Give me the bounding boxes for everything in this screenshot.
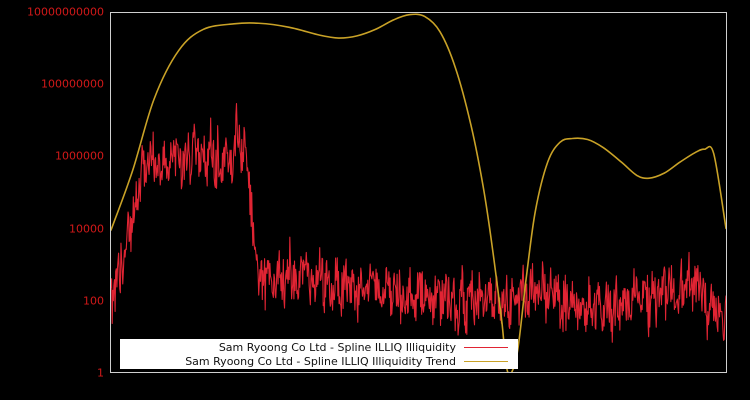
legend-label-trend: Sam Ryoong Co Ltd - Spline ILLIQ Illiqui… xyxy=(185,354,456,368)
legend-item-trend[interactable]: Sam Ryoong Co Ltd - Spline ILLIQ Illiqui… xyxy=(120,354,518,368)
series-trend-line xyxy=(111,13,726,372)
legend-swatch-trend xyxy=(464,360,508,362)
y-tick-label: 1000000 xyxy=(55,149,104,163)
y-tick-label: 10000000000 xyxy=(27,5,104,19)
y-tick-label: 100 xyxy=(83,294,104,308)
legend-swatch-illiq xyxy=(464,346,508,348)
y-axis-tick-labels: 10000000000 100000000 1000000 10000 100 1 xyxy=(0,0,104,400)
legend-item-illiq[interactable]: Sam Ryoong Co Ltd - Spline ILLIQ Illiqui… xyxy=(120,340,518,354)
y-tick-label: 10000 xyxy=(69,222,104,236)
legend-label-illiq: Sam Ryoong Co Ltd - Spline ILLIQ Illiqui… xyxy=(218,340,456,354)
series-illiq-line xyxy=(111,103,726,343)
y-tick-label: 1 xyxy=(97,366,104,380)
y-tick-label: 100000000 xyxy=(41,77,104,91)
plot-area xyxy=(110,12,727,373)
plot-svg xyxy=(111,13,726,372)
chart-legend: Sam Ryoong Co Ltd - Spline ILLIQ Illiqui… xyxy=(120,339,518,369)
